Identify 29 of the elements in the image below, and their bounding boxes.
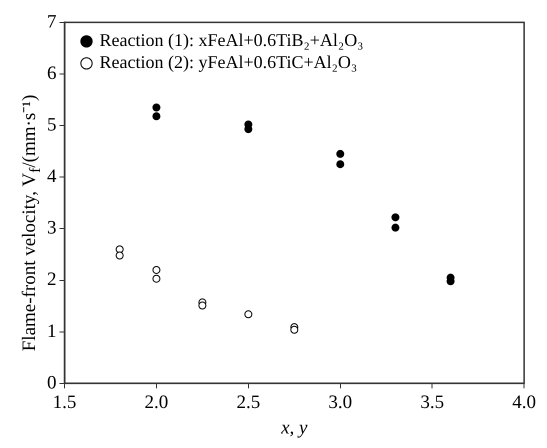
y-tick-label: 5: [47, 114, 56, 136]
point: [336, 150, 344, 158]
y-tick-label: 6: [47, 62, 56, 84]
point: [116, 252, 124, 260]
x-tick-label: 4.0: [512, 392, 536, 413]
y-tick-label: 4: [47, 166, 57, 188]
x-tick-label: 3.5: [420, 392, 444, 413]
x-tick-label: 3.0: [328, 392, 352, 413]
point: [391, 224, 400, 232]
point: [152, 274, 160, 283]
x-axis-title: x, y: [280, 418, 308, 439]
y-tick-label: 2: [47, 269, 56, 290]
x-tick-label: 2.0: [144, 392, 168, 413]
point: [152, 103, 160, 112]
y-tick-label: 3: [47, 218, 56, 239]
point: [152, 266, 160, 274]
y-tick-label: 7: [47, 11, 56, 32]
point: [290, 326, 298, 334]
legend-label: Reaction (1): xFeAl+0.6TiB₂+Al₂O₃: [100, 30, 364, 50]
x-tick-label: 2.5: [236, 392, 260, 413]
point: [198, 302, 206, 310]
point: [391, 213, 400, 222]
y-tick-label: 1: [47, 320, 56, 342]
y-tick-label: 0: [47, 372, 56, 394]
point: [336, 160, 344, 168]
point: [244, 310, 252, 318]
point: [152, 112, 160, 120]
x-tick-label: 1.5: [52, 392, 76, 413]
legend-label: Reaction (2): yFeAl+0.6TiC+Al₂O₃: [100, 52, 358, 72]
